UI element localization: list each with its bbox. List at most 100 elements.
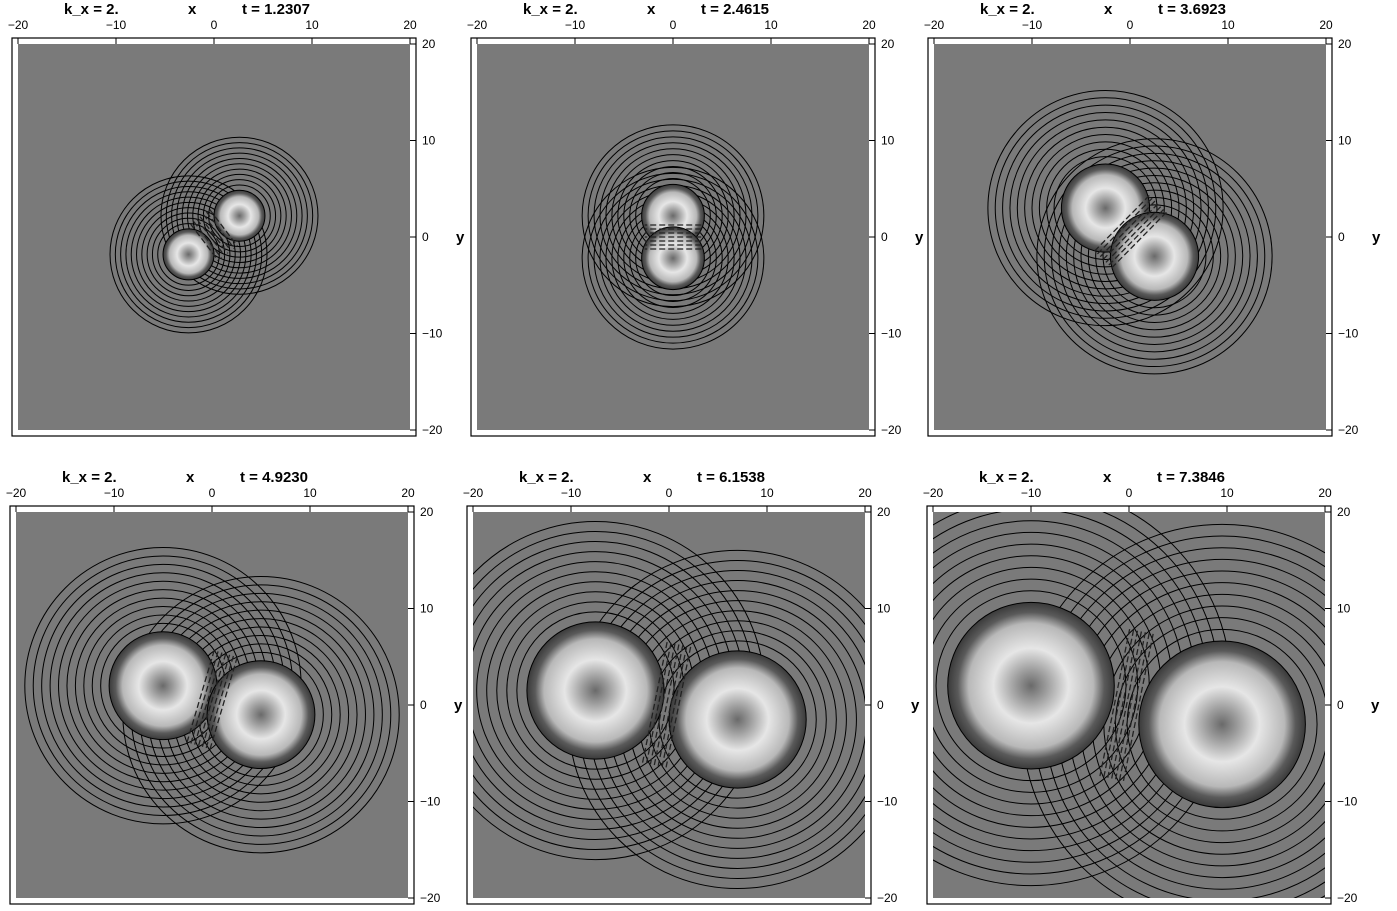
panel-6: k_x = 2. x t = 7.3846 −20 −10 0 10 20 20 10 0 −10 −2… bbox=[923, 469, 1380, 905]
interference-fringe bbox=[1107, 630, 1139, 778]
contour-ring bbox=[109, 175, 268, 334]
density-blob bbox=[947, 601, 1115, 770]
x-tick-label: −10 bbox=[565, 18, 586, 32]
y-tick-label: 20 bbox=[1338, 37, 1352, 51]
y-tick-label: 10 bbox=[1338, 134, 1352, 148]
density-blob bbox=[1138, 640, 1306, 809]
interference-fringe bbox=[202, 213, 232, 252]
contour-ring bbox=[1031, 134, 1180, 283]
x-axis-label: x bbox=[1103, 469, 1112, 486]
y-tick-label: −20 bbox=[422, 423, 443, 437]
contour-ring bbox=[581, 124, 765, 308]
contour-ring bbox=[1115, 617, 1325, 832]
panel-4: k_x = 2. x t = 4.9230 −20 −10 0 10 20 20 10 0 −10 −2… bbox=[6, 469, 463, 905]
interference-fringe bbox=[196, 218, 226, 257]
y-tick-label: 0 bbox=[877, 698, 884, 712]
x-tick-label: −10 bbox=[1022, 18, 1043, 32]
contour-ring bbox=[146, 212, 231, 297]
interference-fringe bbox=[186, 650, 215, 744]
y-tick-label: 20 bbox=[1337, 505, 1351, 519]
density-blob bbox=[1109, 211, 1200, 301]
interference-fringe bbox=[653, 644, 680, 766]
x-axis-label: x bbox=[186, 469, 195, 486]
contour-ring bbox=[1016, 119, 1195, 297]
contour-ring bbox=[1095, 196, 1214, 316]
interference-fringe bbox=[649, 643, 676, 765]
y-tick-label: 20 bbox=[877, 505, 891, 519]
x-tick-label: 0 bbox=[670, 18, 677, 32]
x-tick-label: 10 bbox=[1221, 18, 1235, 32]
x-tick-label: −20 bbox=[8, 18, 29, 32]
contour-ring bbox=[933, 578, 1139, 793]
x-tick-label: 0 bbox=[1127, 18, 1134, 32]
contour-ring bbox=[1043, 145, 1266, 368]
interference-fringe bbox=[201, 654, 231, 749]
interference-fringe bbox=[209, 656, 238, 751]
y-axis-label: y bbox=[911, 697, 920, 714]
interference-fringe bbox=[1103, 629, 1135, 778]
contour-ring bbox=[136, 201, 242, 307]
density-blob bbox=[213, 189, 266, 242]
x-tick-label: −10 bbox=[561, 486, 582, 500]
interference-fringe bbox=[193, 221, 222, 259]
time-label: t = 6.1538 bbox=[697, 469, 765, 486]
kx-label: k_x = 2. bbox=[523, 1, 578, 18]
x-tick-label: 0 bbox=[209, 486, 216, 500]
interference-fringe bbox=[189, 651, 219, 745]
y-tick-label: 0 bbox=[422, 230, 429, 244]
contour-ring bbox=[114, 180, 263, 329]
kx-label: k_x = 2. bbox=[980, 1, 1035, 18]
y-axis-label: y bbox=[915, 229, 924, 246]
x-tick-label: −20 bbox=[463, 486, 484, 500]
panel-1: k_x = 2. x t = 1.2307 −20 −10 0 10 20 20 10 0 −10 −2… bbox=[8, 1, 465, 437]
y-tick-label: −10 bbox=[881, 327, 902, 341]
contour-ring bbox=[197, 173, 282, 258]
interference-fringe bbox=[205, 655, 235, 750]
interference-fringe bbox=[1111, 631, 1143, 779]
x-tick-label: 20 bbox=[1319, 18, 1333, 32]
x-tick-label: 0 bbox=[666, 486, 673, 500]
x-axis-label: x bbox=[643, 469, 652, 486]
interference-fringe bbox=[209, 209, 238, 247]
x-tick-label: 10 bbox=[764, 18, 778, 32]
y-tick-label: −20 bbox=[877, 891, 898, 905]
contour-ring bbox=[587, 172, 759, 344]
kx-label: k_x = 2. bbox=[979, 469, 1034, 486]
y-tick-label: −20 bbox=[881, 423, 902, 437]
time-label: t = 3.6923 bbox=[1158, 1, 1226, 18]
contour-ring bbox=[165, 142, 314, 290]
y-tick-label: −10 bbox=[877, 795, 898, 809]
x-tick-label: −20 bbox=[923, 486, 944, 500]
x-tick-label: 0 bbox=[211, 18, 218, 32]
x-tick-label: −10 bbox=[106, 18, 127, 32]
contour-ring bbox=[1080, 182, 1229, 331]
y-tick-label: 10 bbox=[877, 602, 891, 616]
y-tick-label: −10 bbox=[1337, 795, 1358, 809]
y-tick-label: 20 bbox=[881, 37, 895, 51]
y-tick-label: 10 bbox=[881, 134, 895, 148]
y-axis-label: y bbox=[1371, 697, 1380, 714]
contour-ring bbox=[581, 166, 765, 350]
x-tick-label: 20 bbox=[858, 486, 872, 500]
interference-fringe bbox=[665, 646, 692, 769]
density-blob bbox=[641, 226, 705, 291]
interference-fringe bbox=[206, 211, 235, 249]
x-tick-label: −20 bbox=[924, 18, 945, 32]
y-axis-label: y bbox=[454, 697, 463, 714]
x-tick-label: 10 bbox=[303, 486, 317, 500]
y-tick-label: 20 bbox=[422, 37, 436, 51]
contour-ring bbox=[994, 97, 1217, 319]
contour-ring bbox=[176, 152, 303, 279]
y-tick-label: −20 bbox=[1338, 423, 1359, 437]
x-tick-label: 10 bbox=[305, 18, 319, 32]
interference-fringe bbox=[645, 642, 672, 765]
contour-ring bbox=[120, 185, 257, 323]
x-tick-label: 0 bbox=[1126, 486, 1133, 500]
x-tick-label: 10 bbox=[760, 486, 774, 500]
interference-fringe bbox=[1095, 197, 1153, 256]
y-tick-label: 10 bbox=[420, 602, 434, 616]
contour-ring bbox=[130, 196, 247, 313]
contour-ring bbox=[1009, 111, 1202, 305]
x-tick-label: 10 bbox=[1220, 486, 1234, 500]
contour-ring bbox=[125, 191, 252, 318]
